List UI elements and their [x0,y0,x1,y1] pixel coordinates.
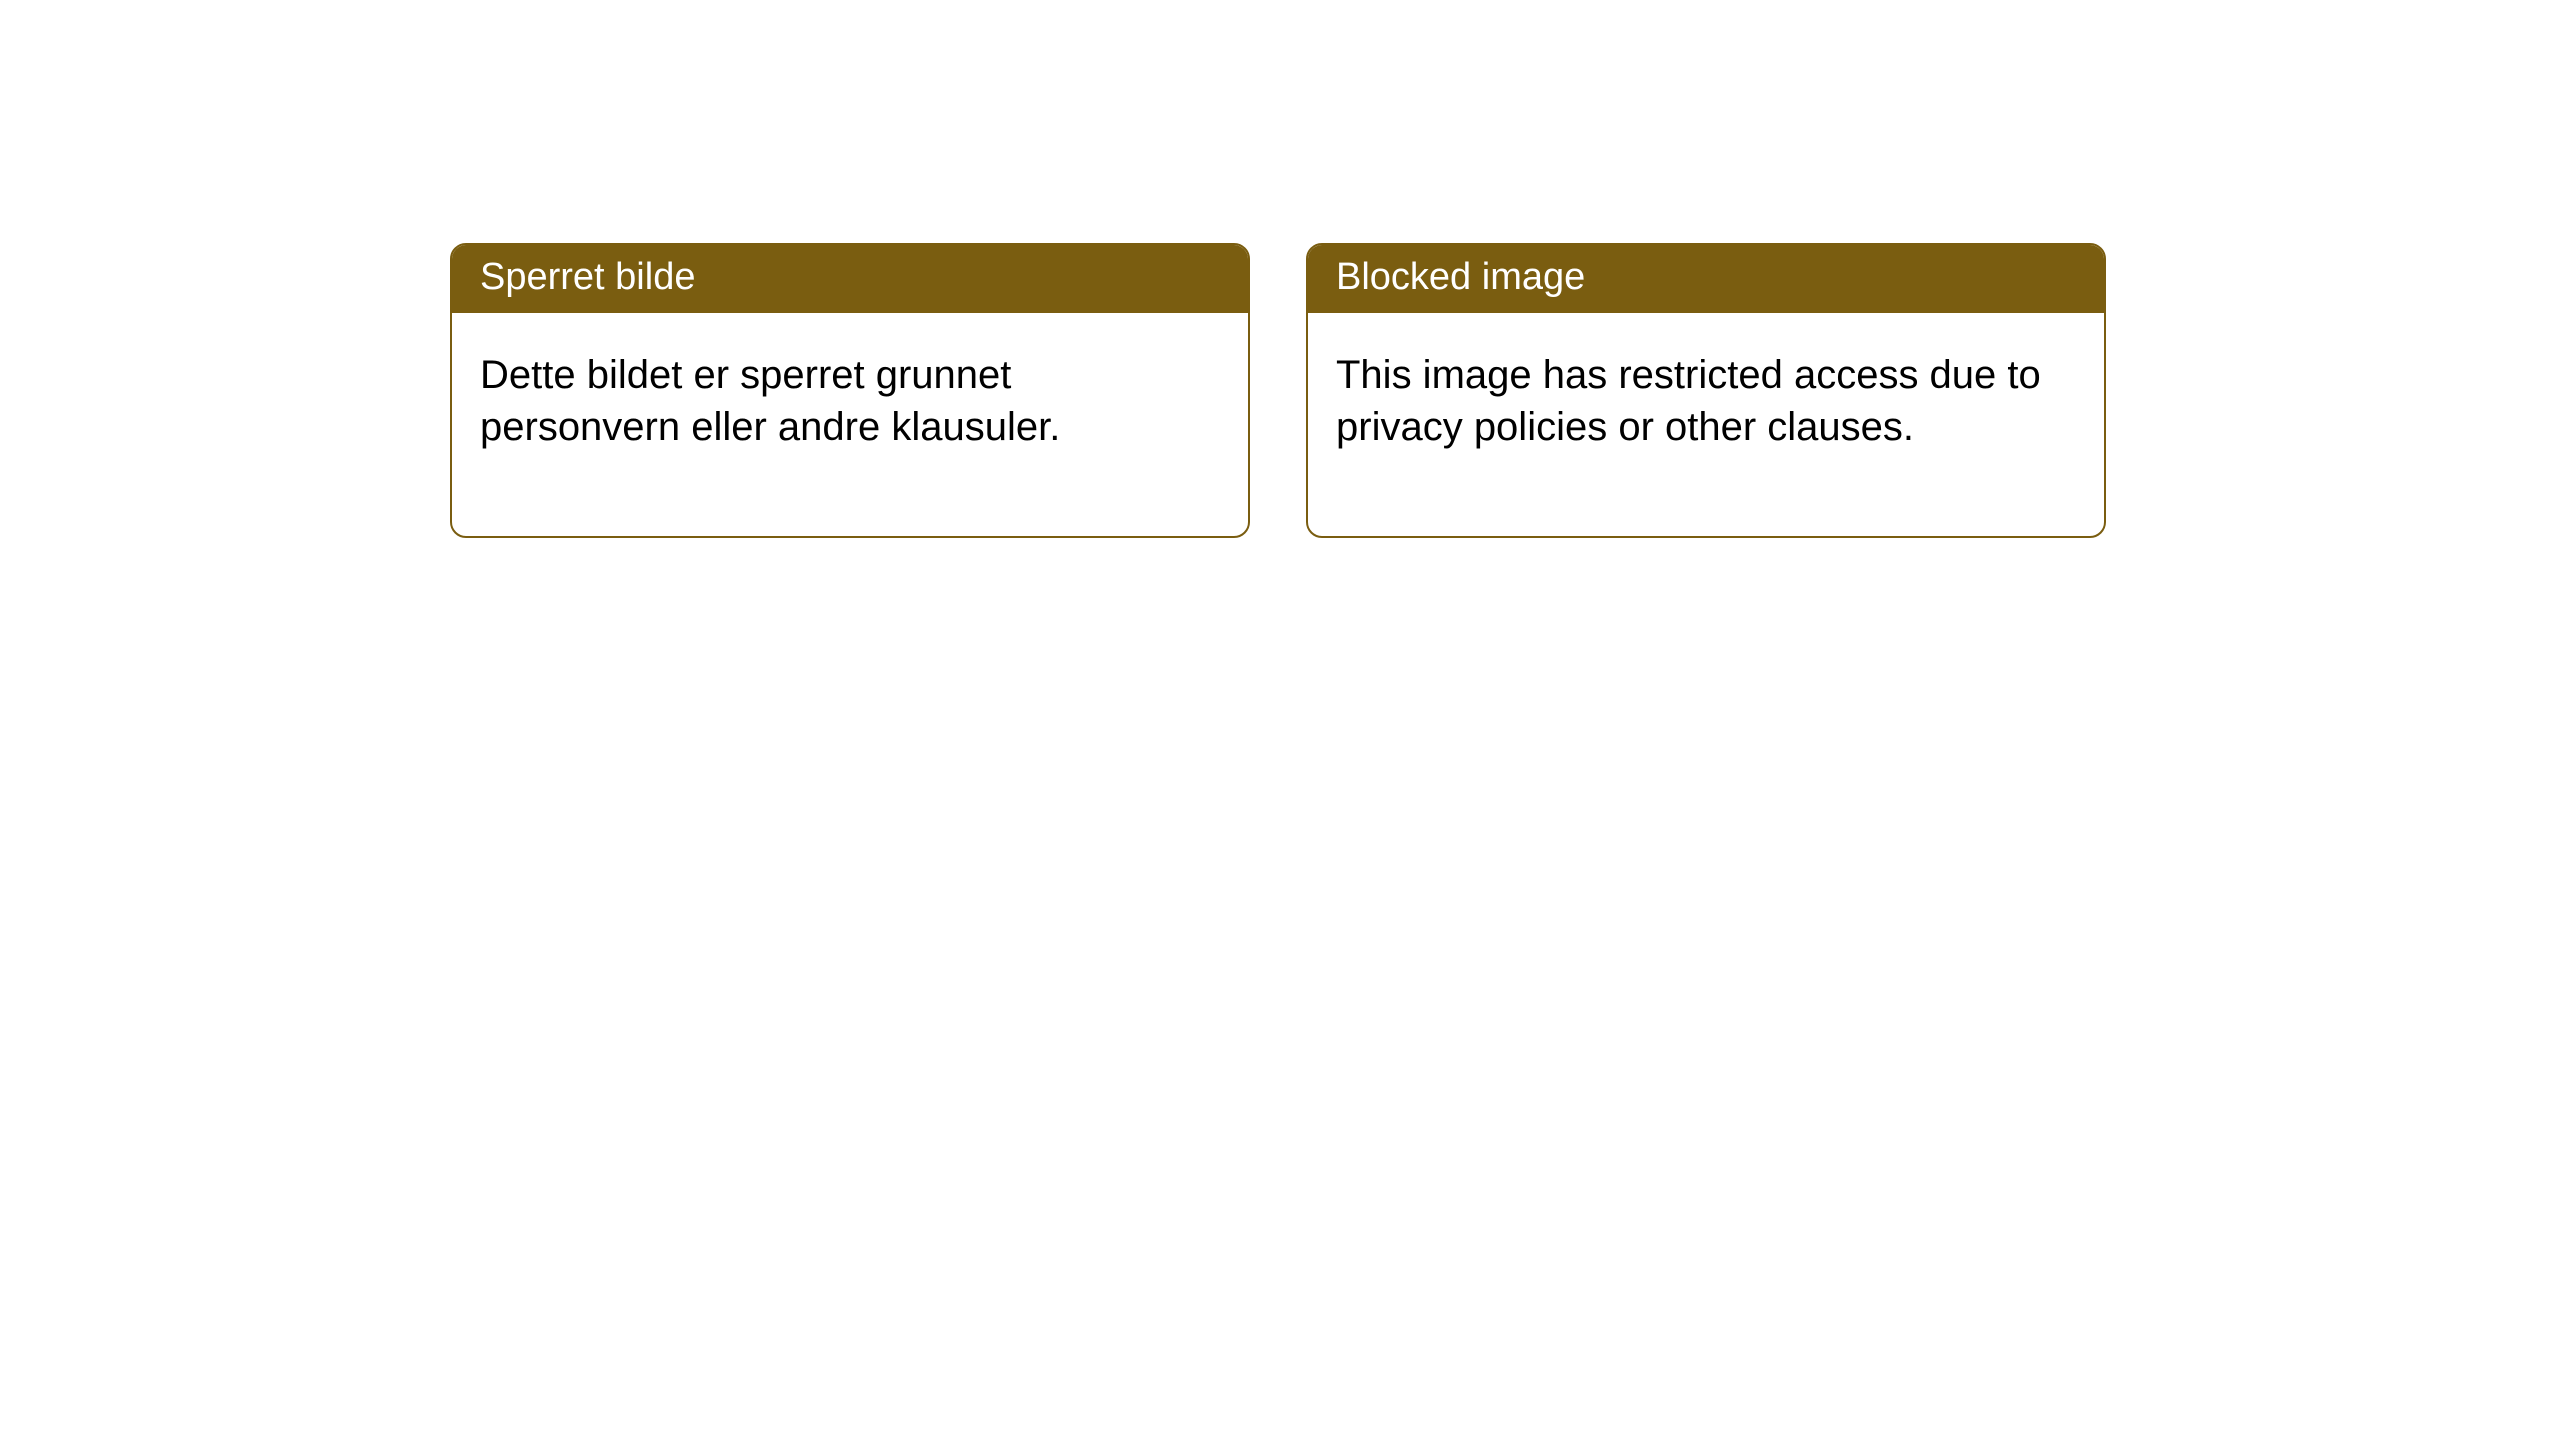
notice-header-en: Blocked image [1308,245,2104,313]
notice-card-en: Blocked image This image has restricted … [1306,243,2106,538]
notice-card-no: Sperret bilde Dette bildet er sperret gr… [450,243,1250,538]
notice-header-no: Sperret bilde [452,245,1248,313]
notice-container: Sperret bilde Dette bildet er sperret gr… [450,243,2106,538]
notice-body-no: Dette bildet er sperret grunnet personve… [452,313,1248,537]
notice-body-en: This image has restricted access due to … [1308,313,2104,537]
